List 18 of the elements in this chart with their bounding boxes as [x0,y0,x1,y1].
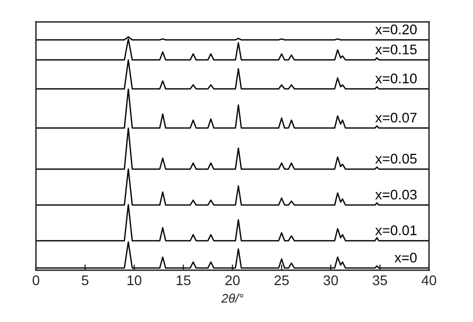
series-label: x=0.20 [375,24,417,34]
series-label: x=0.10 [375,74,417,84]
x-tick-label: 10 [128,275,142,286]
series-label: x=0.03 [375,190,417,200]
x-tick-label: 40 [422,275,436,286]
series-label: x=0.05 [375,154,417,164]
series-label: x=0.01 [375,225,417,236]
x-tick-label: 20 [225,275,240,286]
x-tick-label: 25 [274,275,289,286]
x-tick-label: 35 [372,275,388,286]
x-tick-label: 5 [82,276,88,286]
x-axis-title: 2θ/° [221,294,244,303]
series-label: x=0.15 [375,44,417,54]
x-tick-label: 15 [176,276,190,286]
x-tick-label: 30 [324,275,338,286]
x-tick-label: 0 [32,275,40,286]
series-label: x=0.07 [375,112,417,123]
series-label: x=0 [394,252,417,263]
